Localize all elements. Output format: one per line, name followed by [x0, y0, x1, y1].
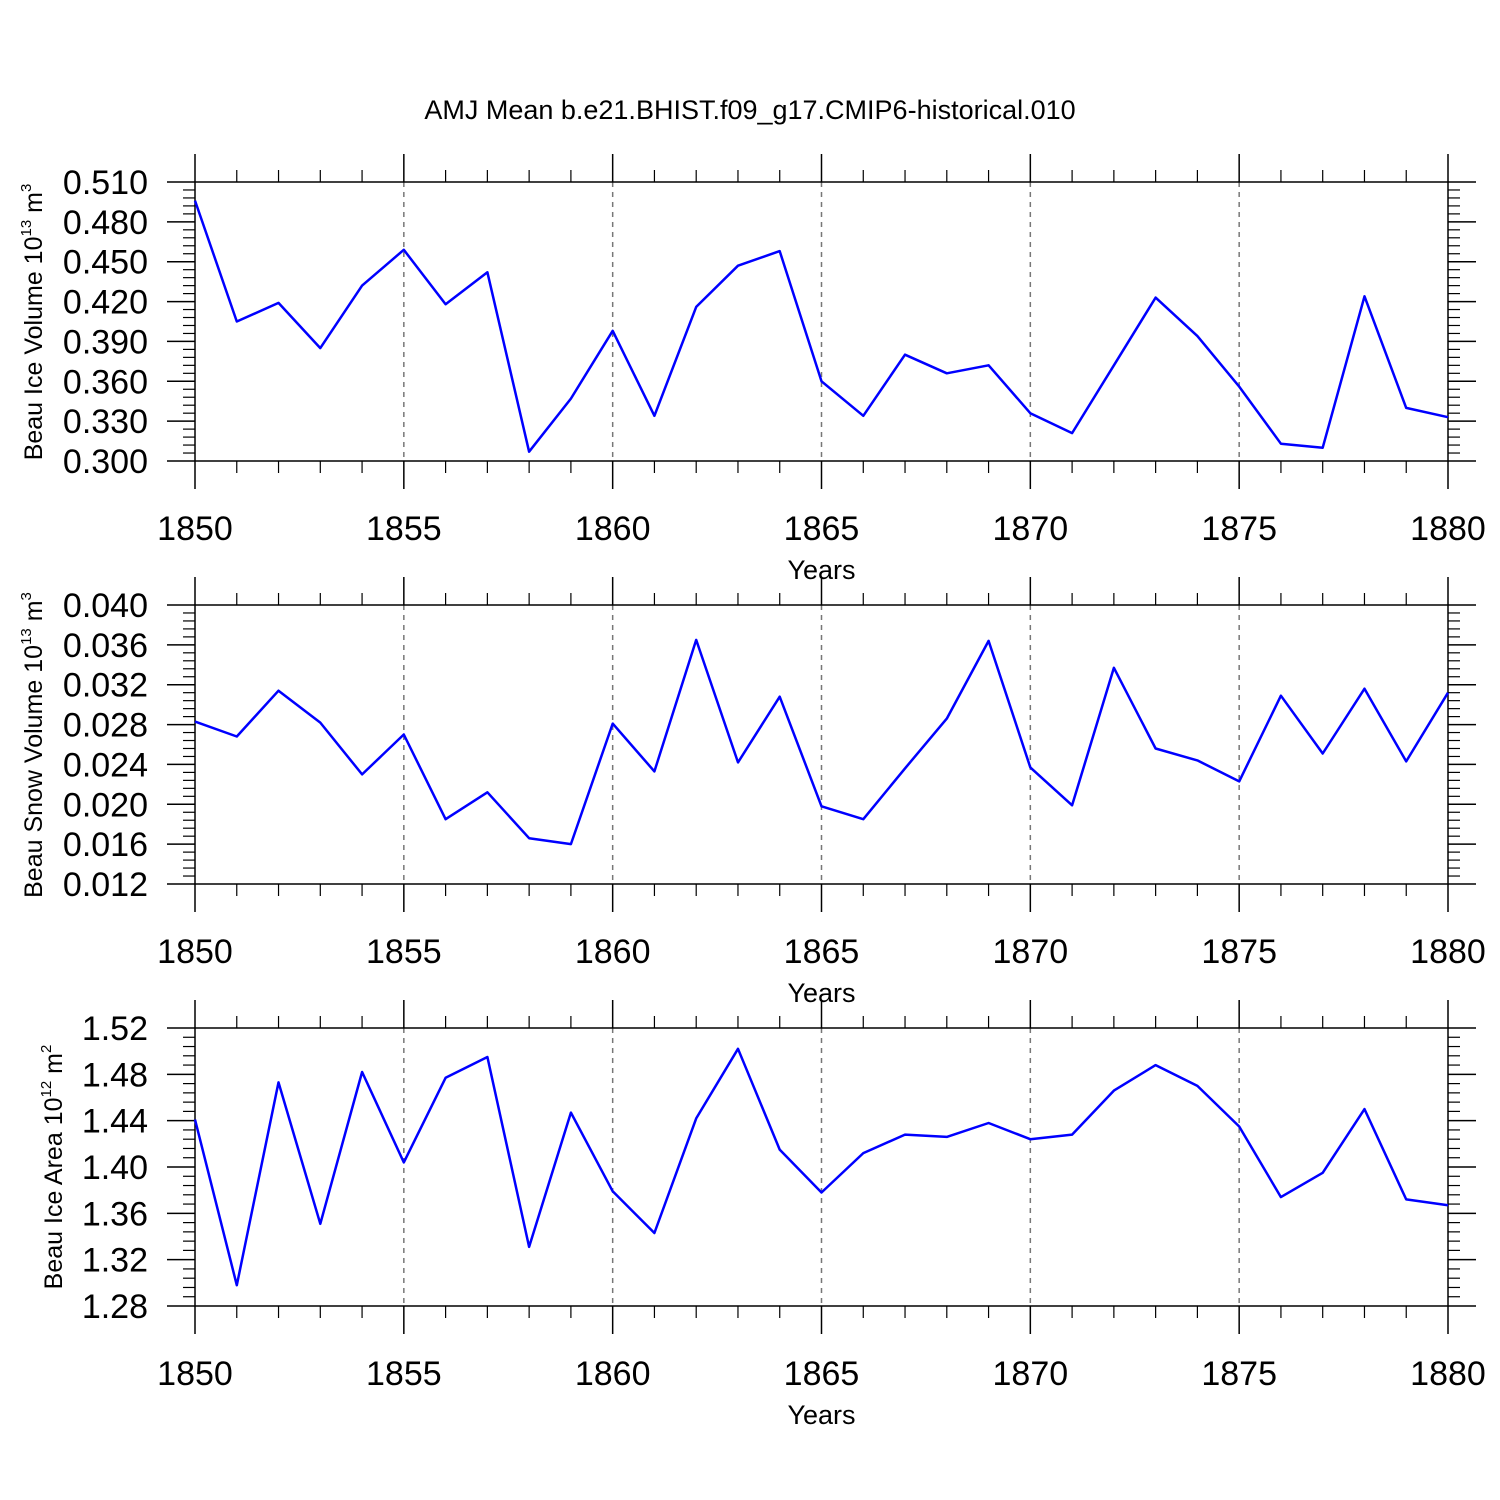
- y-tick-label: 1.36: [82, 1195, 148, 1233]
- y-tick-label: 0.510: [63, 164, 148, 202]
- y-tick-label: 1.44: [82, 1103, 148, 1141]
- x-tick-label: 1860: [575, 1355, 651, 1393]
- y-tick-label: 0.032: [63, 667, 148, 705]
- plot-frame: [194, 181, 1449, 462]
- x-tick-label: 1855: [366, 933, 442, 971]
- y-tick-label: 0.300: [63, 443, 148, 481]
- y-tick-label: 1.32: [82, 1242, 148, 1280]
- x-tick-label: 1855: [366, 510, 442, 548]
- series-line: [194, 638, 1450, 846]
- y-tick-label: 0.330: [63, 403, 148, 441]
- y-axis-label: Beau Ice Volume 1013 m3: [18, 184, 48, 461]
- series-line: [193, 1047, 1449, 1287]
- y-tick-label: 0.450: [63, 244, 148, 282]
- y-axis-label: Beau Ice Area 1012 m2: [38, 1045, 68, 1290]
- plot-frame: [194, 1027, 1449, 1307]
- chart-title: AMJ Mean b.e21.BHIST.f09_g17.CMIP6-histo…: [424, 95, 1075, 125]
- x-tick-label: 1875: [1201, 933, 1277, 971]
- y-tick-label: 0.360: [63, 363, 148, 401]
- y-tick-label: 0.040: [63, 587, 148, 625]
- y-tick-label: 1.28: [82, 1288, 148, 1326]
- y-tick-label: 0.020: [63, 786, 148, 824]
- panel-3: 1850 1855 1860 1865 1870 1875 1880 1.28 1.32 1.36…: [38, 1000, 1486, 1430]
- y-axis-label: Beau Snow Volume 1013 m3: [18, 592, 48, 898]
- series-line: [193, 200, 1449, 453]
- y-tick-label: 0.016: [63, 826, 148, 864]
- panel-2: 1850 1855 1860 1865 1870 1875 18800.0120.0160.…: [18, 577, 1486, 1008]
- x-tick-label: 1860: [575, 933, 651, 971]
- y-tick-label: 0.036: [63, 627, 148, 665]
- x-tick-label: 1880: [1410, 933, 1486, 971]
- x-tick-label: 1865: [784, 510, 860, 548]
- x-axis-label: Years: [787, 1400, 855, 1430]
- y-tick-label: 1.48: [82, 1056, 148, 1094]
- y-tick-label: 0.012: [63, 866, 148, 904]
- panel-1: 1850 1855 1860 1865 1870 1875 18800.3000.3300.…: [18, 154, 1486, 585]
- x-tick-label: 1870: [993, 933, 1069, 971]
- y-tick-label: 0.480: [63, 204, 148, 242]
- y-tick-label: 0.420: [63, 284, 148, 322]
- y-tick-label: 0.390: [63, 323, 148, 361]
- x-tick-label: 1875: [1201, 510, 1277, 548]
- x-tick-label: 1870: [993, 1355, 1069, 1393]
- y-tick-label: 1.40: [82, 1149, 148, 1187]
- x-tick-label: 1865: [784, 1355, 860, 1393]
- x-tick-label: 1875: [1201, 1355, 1277, 1393]
- y-tick-label: 0.028: [63, 707, 148, 745]
- x-tick-label: 1870: [993, 510, 1069, 548]
- x-tick-label: 1880: [1410, 510, 1486, 548]
- panels: 1850 1855 1860 1865 1870 1875 18800.3000.3300.…: [18, 154, 1486, 1430]
- x-tick-label: 1850: [157, 1355, 233, 1393]
- x-tick-label: 1850: [157, 933, 233, 971]
- x-tick-label: 1880: [1410, 1355, 1486, 1393]
- x-tick-label: 1855: [366, 1355, 442, 1393]
- x-tick-label: 1850: [157, 510, 233, 548]
- x-tick-label: 1865: [784, 933, 860, 971]
- y-tick-label: 1.52: [82, 1010, 148, 1048]
- plot-frame: [194, 604, 1449, 885]
- y-tick-label: 0.024: [63, 746, 148, 784]
- x-tick-label: 1860: [575, 510, 651, 548]
